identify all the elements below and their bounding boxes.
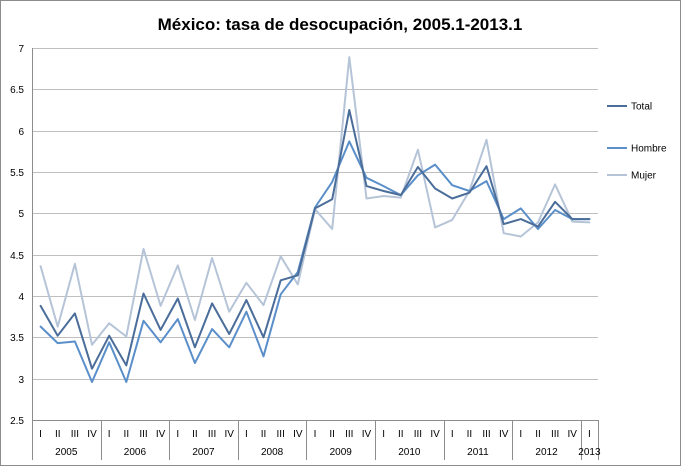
year-label: 2012 (535, 447, 558, 458)
year-label: 2008 (261, 447, 284, 458)
y-tick-label: 5.5 (10, 168, 24, 179)
x-tick-label: I (39, 429, 42, 440)
y-tick-label: 6 (18, 127, 24, 138)
y-tick-label: 6.5 (10, 85, 24, 96)
legend-label-hombre: Hombre (631, 144, 667, 155)
year-label: 2009 (330, 447, 353, 458)
x-tick-label: IV (225, 429, 235, 440)
x-tick-label: IV (568, 429, 578, 440)
y-tick-label: 7 (18, 44, 24, 55)
year-label: 2013 (578, 447, 601, 458)
y-tick-label: 5 (18, 209, 24, 220)
x-tick-label: III (71, 429, 79, 440)
legend-label-mujer: Mujer (631, 171, 657, 182)
x-tick-label: II (467, 429, 473, 440)
x-tick-label: IV (87, 429, 97, 440)
chart-title: México: tasa de desocupación, 2005.1-201… (158, 15, 523, 34)
x-tick-label: I (245, 429, 248, 440)
year-label: 2005 (55, 447, 78, 458)
x-tick-label: IV (293, 429, 303, 440)
x-tick-label: II (535, 429, 541, 440)
x-tick-label: III (551, 429, 559, 440)
x-tick-label: IV (430, 429, 440, 440)
x-tick-label: II (192, 429, 198, 440)
x-tick-label: II (124, 429, 130, 440)
y-tick-label: 3 (18, 375, 24, 386)
legend-label-total: Total (631, 102, 652, 113)
x-tick-label: I (519, 429, 522, 440)
x-tick-label: II (55, 429, 61, 440)
x-tick-label: III (208, 429, 216, 440)
x-tick-label: III (139, 429, 147, 440)
x-tick-label: II (398, 429, 404, 440)
y-tick-label: 4.5 (10, 251, 24, 262)
x-tick-label: II (329, 429, 335, 440)
x-axis: I II III IV I II III IV I II III IV I II III IV I II III IV… (32, 420, 601, 460)
x-tick-label: IV (156, 429, 166, 440)
x-tick-label: I (588, 429, 591, 440)
x-tick-label: I (176, 429, 179, 440)
y-tick-label: 4 (18, 292, 24, 303)
legend: Total Hombre Mujer (607, 102, 667, 182)
x-tick-label: III (482, 429, 490, 440)
x-tick-label: IV (499, 429, 509, 440)
x-tick-label: I (108, 429, 111, 440)
x-tick-label: I (382, 429, 385, 440)
x-tick-label: III (414, 429, 422, 440)
y-tick-label: 3.5 (10, 333, 24, 344)
x-tick-label: III (277, 429, 285, 440)
y-axis: 2.5 3 3.5 4 4.5 5 5.5 6 6.5 7 (10, 44, 33, 427)
series-lines (39, 56, 591, 383)
x-tick-label: IV (362, 429, 372, 440)
year-label: 2010 (398, 447, 421, 458)
year-label: 2011 (467, 447, 489, 458)
series-line-total (39, 109, 591, 370)
y-tick-label: 2.5 (10, 416, 24, 427)
year-label: 2007 (192, 447, 215, 458)
x-tick-label: II (261, 429, 267, 440)
year-label: 2006 (124, 447, 147, 458)
x-tick-label: I (451, 429, 454, 440)
x-tick-label: I (314, 429, 317, 440)
x-tick-label: III (345, 429, 353, 440)
